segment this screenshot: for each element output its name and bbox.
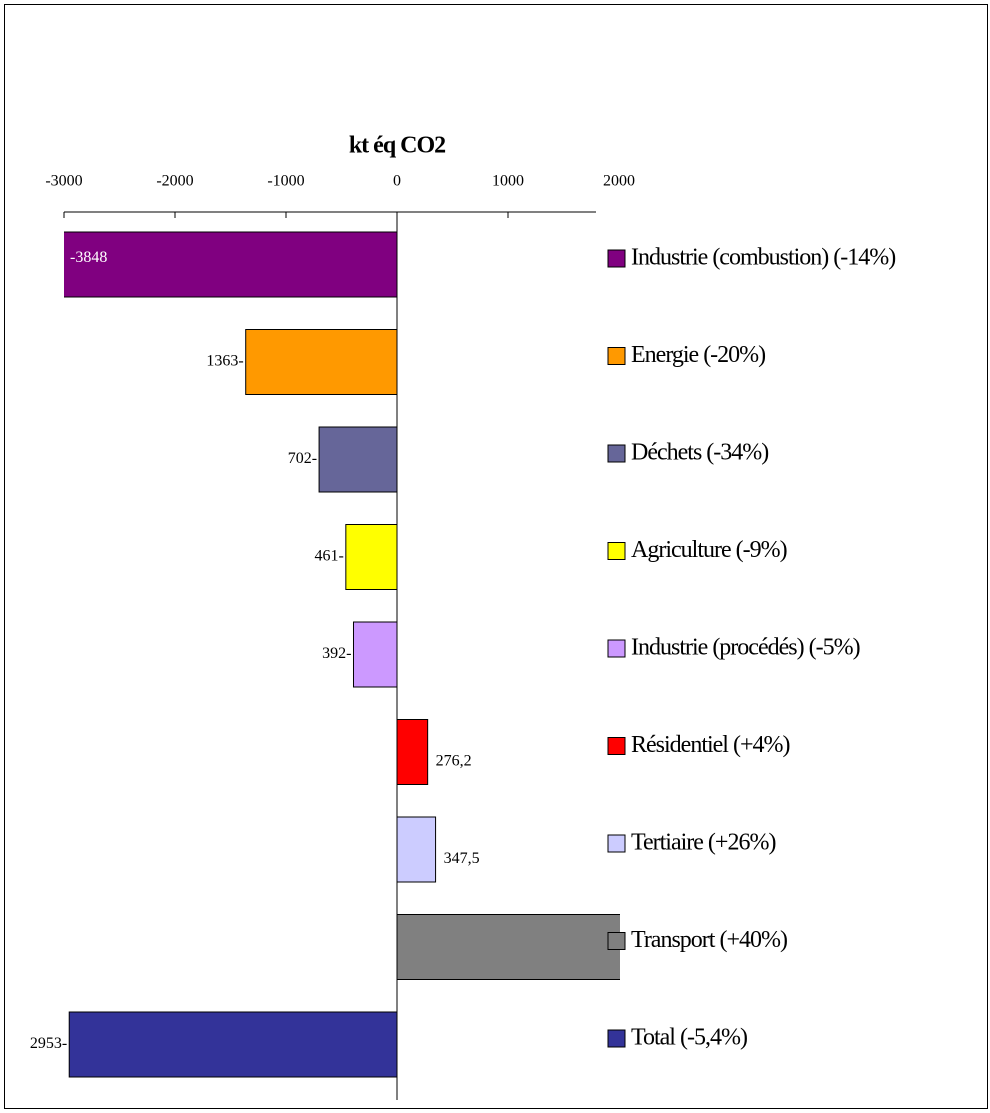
legend-swatch <box>607 932 626 950</box>
x-tick-label: -1000 <box>267 173 304 190</box>
x-tick-label: 0 <box>393 173 401 190</box>
bar <box>352 621 398 688</box>
legend-swatch <box>607 444 626 463</box>
bar <box>396 914 620 980</box>
legend-label: Transport (+40%) <box>631 927 787 953</box>
x-tick-label: -2000 <box>156 173 193 190</box>
x-tick-label: -3000 <box>45 173 82 190</box>
chart-title: kt éq CO2 <box>349 133 445 159</box>
legend-swatch <box>607 639 626 658</box>
x-tick-label: 1000 <box>492 173 524 190</box>
legend-label: Tertiaire (+26%) <box>631 830 775 856</box>
plot-area <box>64 231 620 1078</box>
bar <box>345 524 398 590</box>
legend-label: Industrie (procédés) (-5%) <box>631 635 860 661</box>
legend-swatch <box>607 347 626 365</box>
legend-label: Energie (-20%) <box>631 342 765 368</box>
bar <box>318 426 398 493</box>
value-label: 461- <box>315 548 344 565</box>
value-label: 392- <box>322 645 351 662</box>
value-label: -3848 <box>70 249 107 266</box>
value-label: 1363- <box>206 353 243 370</box>
legend-label: Déchets (-34%) <box>631 440 768 466</box>
legend-label: Industrie (combustion) (-14%) <box>631 245 895 271</box>
value-label: 702- <box>288 450 317 467</box>
bar <box>396 719 429 785</box>
value-label: 276,2 <box>436 753 472 770</box>
legend-swatch <box>607 834 626 853</box>
legend-swatch <box>607 542 626 560</box>
bar <box>396 816 437 883</box>
value-label: 347,5 <box>444 850 480 867</box>
x-tick-label: 2000 <box>603 173 635 190</box>
legend-swatch <box>607 1029 626 1048</box>
legend-label: Total (-5,4%) <box>631 1025 747 1051</box>
legend-swatch <box>607 249 626 268</box>
legend-label: Agriculture (-9%) <box>631 537 787 563</box>
bar <box>68 1011 398 1078</box>
legend-label: Résidentiel (+4%) <box>631 732 790 758</box>
bar <box>245 329 398 395</box>
legend-swatch <box>607 737 626 755</box>
value-label: 2953- <box>30 1035 67 1052</box>
